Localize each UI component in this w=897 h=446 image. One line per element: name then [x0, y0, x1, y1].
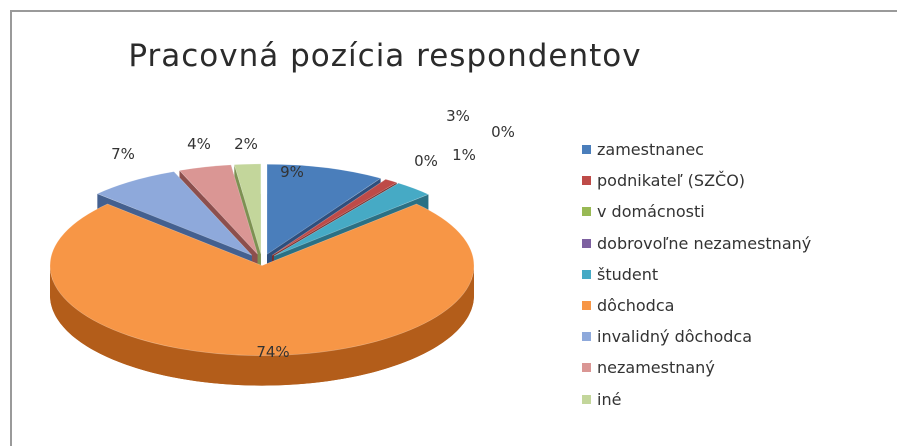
legend-item: zamestnanec — [582, 134, 811, 165]
legend-swatch — [582, 332, 591, 342]
legend-swatch — [582, 207, 591, 217]
legend-swatch — [582, 363, 591, 373]
data-label-6: 7% — [111, 145, 135, 163]
pie-slice-side — [50, 265, 474, 386]
pie-slice-4 — [273, 182, 430, 257]
legend-item: dôchodca — [582, 290, 811, 321]
data-label-5: 74% — [256, 343, 289, 361]
data-label-0: 9% — [280, 163, 304, 181]
legend-item: nezamestnaný — [582, 352, 811, 383]
legend-label: študent — [597, 264, 659, 284]
data-label-7: 4% — [187, 135, 211, 153]
legend-swatch — [582, 301, 591, 311]
legend-item: podnikateľ (SZČO) — [582, 165, 811, 196]
pie-slice-0 — [266, 163, 382, 255]
legend-item: iné — [582, 384, 811, 415]
legend-item: dobrovoľne nezamestnaný — [582, 228, 811, 259]
legend-label: v domácnosti — [597, 202, 705, 222]
frame-border-left — [10, 10, 12, 446]
pie-tops — [49, 163, 475, 356]
pie-slice-7 — [178, 164, 258, 255]
data-label-8: 2% — [234, 135, 258, 153]
data-label-4: 3% — [446, 107, 470, 125]
legend-swatch — [582, 269, 591, 279]
pie-slice-5 — [49, 203, 475, 356]
data-label-2: 0% — [414, 152, 438, 170]
legend-swatch — [582, 394, 591, 404]
legend-item: v domácnosti — [582, 196, 811, 227]
legend-item: študent — [582, 259, 811, 290]
chart-title: Pracovná pozícia respondentov — [128, 38, 642, 74]
legend-label: invalidný dôchodca — [597, 327, 753, 347]
legend-swatch — [582, 238, 591, 248]
legend-item: invalidný dôchodca — [582, 321, 811, 352]
legend-label: iné — [597, 389, 622, 409]
data-label-1: 1% — [452, 146, 476, 164]
pie-slice-6 — [96, 171, 253, 256]
legend-swatch — [582, 176, 591, 186]
pie-slice-1 — [271, 178, 398, 256]
legend-label: dôchodca — [597, 296, 675, 316]
frame-border-top — [10, 10, 897, 12]
legend-swatch — [582, 145, 591, 155]
data-label-3: 0% — [491, 123, 515, 141]
pie-slice-8 — [233, 163, 262, 255]
data-labels: 9% 1% 0% 0% 3% 74% 7% 4% 2% — [111, 107, 515, 361]
legend-label: zamestnanec — [597, 140, 704, 160]
legend-label: dobrovoľne nezamestnaný — [597, 233, 812, 253]
legend-label: podnikateľ (SZČO) — [597, 171, 746, 191]
chart-legend: zamestnanec podnikateľ (SZČO) v domácnosti… — [582, 134, 811, 415]
legend-label: nezamestnaný — [597, 358, 715, 378]
